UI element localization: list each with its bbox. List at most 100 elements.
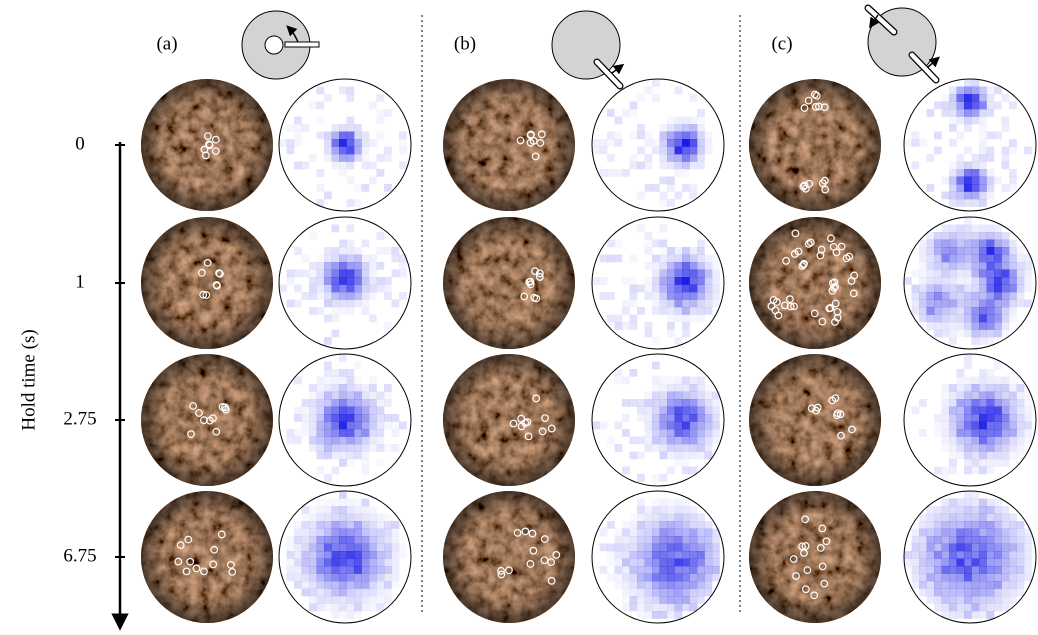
heat-cell bbox=[637, 543, 645, 552]
heat-cell bbox=[331, 498, 340, 507]
heat-cell bbox=[309, 588, 317, 597]
heat-cell bbox=[979, 337, 987, 345]
heat-cell bbox=[316, 421, 325, 430]
heat-cell bbox=[294, 543, 302, 552]
heat-cell bbox=[941, 406, 950, 415]
heat-cell bbox=[354, 262, 362, 270]
heat-cell bbox=[979, 391, 987, 400]
heat-cell bbox=[637, 406, 645, 415]
heat-cell bbox=[1009, 384, 1017, 392]
heat-cell bbox=[316, 543, 325, 552]
heat-cell bbox=[682, 154, 690, 162]
heat-cell bbox=[652, 521, 660, 529]
heat-cell bbox=[979, 132, 987, 140]
heat-cell bbox=[301, 399, 310, 407]
heat-cell bbox=[697, 573, 705, 582]
atom-dot bbox=[810, 309, 819, 318]
heat-cell bbox=[391, 543, 400, 552]
heat-cell bbox=[934, 581, 942, 589]
heat-cell bbox=[964, 611, 972, 619]
heat-cell bbox=[941, 536, 950, 544]
heat-cell bbox=[971, 391, 980, 400]
heat-cell bbox=[369, 139, 377, 147]
heat-cell bbox=[644, 139, 653, 147]
heat-cell bbox=[712, 558, 720, 567]
heat-cell bbox=[986, 414, 995, 422]
heat-cell bbox=[704, 573, 713, 582]
heat-cell bbox=[911, 528, 920, 537]
heat-cell bbox=[667, 284, 675, 293]
heat-cell bbox=[689, 451, 698, 460]
heat-cell bbox=[971, 307, 980, 315]
heat-cell bbox=[979, 421, 987, 430]
heat-cell bbox=[674, 254, 683, 263]
heat-cell bbox=[674, 139, 683, 147]
heat-cell bbox=[949, 116, 957, 125]
heat-cell bbox=[956, 116, 965, 125]
heat-cell bbox=[979, 558, 987, 567]
heat-cell bbox=[994, 596, 1002, 604]
heat-cell bbox=[682, 277, 690, 285]
heat-cell bbox=[369, 406, 377, 415]
heat-cell bbox=[1001, 292, 1010, 300]
heat-cell bbox=[614, 314, 623, 323]
atom-dot bbox=[513, 528, 522, 537]
heat-cell bbox=[644, 406, 653, 415]
heat-cell bbox=[994, 262, 1002, 270]
atom-dot bbox=[785, 295, 794, 304]
heat-cell bbox=[316, 444, 325, 452]
atom-dot bbox=[517, 414, 526, 423]
heat-cell bbox=[956, 376, 965, 385]
heat-cell bbox=[941, 384, 950, 392]
heat-cell bbox=[949, 299, 957, 308]
heat-cell bbox=[682, 314, 690, 323]
heat-cell bbox=[346, 406, 355, 415]
heat-cell bbox=[682, 451, 690, 460]
heat-cell bbox=[629, 521, 638, 529]
heat-cell bbox=[1024, 558, 1032, 567]
heat-cell bbox=[361, 429, 370, 437]
atom-dot bbox=[201, 151, 210, 160]
heat-cell bbox=[926, 536, 935, 544]
heat-cell bbox=[615, 529, 623, 537]
heat-cell bbox=[971, 558, 980, 567]
heat-cell bbox=[339, 247, 347, 255]
heat-cell bbox=[919, 307, 927, 315]
heat-cell bbox=[949, 384, 957, 392]
heat-cell bbox=[682, 269, 690, 278]
heat-cell bbox=[346, 588, 355, 597]
heat-cell bbox=[956, 199, 965, 207]
heat-cell bbox=[369, 314, 377, 323]
heat-cell bbox=[979, 596, 987, 604]
heat-cell bbox=[659, 513, 668, 522]
heat-cell bbox=[324, 521, 332, 529]
heat-cell bbox=[331, 536, 340, 544]
heat-cell bbox=[941, 521, 950, 529]
heat-cell bbox=[979, 536, 987, 544]
heat-cell bbox=[682, 146, 690, 155]
heat-cell bbox=[949, 314, 957, 323]
row-label: 1 bbox=[75, 271, 85, 292]
heat-cell bbox=[309, 528, 317, 537]
heat-cell bbox=[697, 581, 705, 589]
heat-cell bbox=[956, 94, 965, 102]
heat-cell bbox=[622, 573, 630, 582]
heat-cell bbox=[331, 444, 340, 452]
heat-cell bbox=[674, 116, 683, 125]
heat-cell bbox=[361, 139, 370, 147]
heat-cell bbox=[689, 384, 698, 392]
heat-cell bbox=[926, 247, 935, 255]
heat-cell bbox=[331, 521, 340, 529]
heat-cell bbox=[599, 543, 608, 552]
atom-dot bbox=[532, 394, 541, 403]
heat-cell bbox=[607, 139, 615, 147]
heat-cell bbox=[629, 451, 638, 460]
heat-cell bbox=[659, 611, 668, 619]
heat-cell bbox=[949, 421, 957, 430]
heat-cell bbox=[316, 169, 325, 177]
heat-cell bbox=[652, 337, 660, 345]
heat-cell bbox=[926, 307, 935, 315]
heat-cell bbox=[659, 391, 668, 400]
heat-cell bbox=[607, 573, 615, 582]
heatmap-border bbox=[903, 216, 1037, 350]
